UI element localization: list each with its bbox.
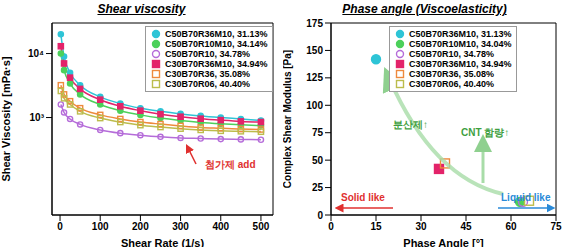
svg-text:10³: 10³ (30, 112, 45, 123)
html-text:Solid like: Solid like (341, 192, 385, 203)
html-text:C30B70R36, 35.08%: C30B70R36, 35.08% (409, 69, 495, 79)
svg-text:25: 25 (312, 182, 324, 193)
svg-text:Shear Rate (1/s): Shear Rate (1/s) (121, 237, 204, 247)
html-text:C50B70R10, 34.78%: C50B70R10, 34.78% (409, 49, 495, 59)
html-text:Liquid like: Liquid like (501, 192, 551, 203)
svg-text:Complex Shear Modulus [Pa]: Complex Shear Modulus [Pa] (283, 50, 293, 188)
svg-text:Phase Angle [°]: Phase Angle [°] (403, 237, 484, 247)
svg-text:45: 45 (460, 221, 472, 232)
svg-text:0: 0 (317, 210, 323, 221)
html-text:C50B70R10M10, 34.04%: C50B70R10M10, 34.04% (409, 39, 512, 49)
html-text:C50B70R36M10, 31.13%: C50B70R36M10, 31.13% (165, 29, 268, 39)
html-text:C30B70R36M10, 34.94%: C30B70R36M10, 34.94% (165, 59, 268, 69)
svg-text:200: 200 (132, 221, 149, 232)
svg-text:100: 100 (306, 100, 323, 111)
html-text:분산제↑: 분산제↑ (393, 119, 428, 130)
svg-text:100: 100 (92, 221, 109, 232)
svg-text:Shear Viscosity [mPa·s]: Shear Viscosity [mPa·s] (0, 56, 12, 181)
html-text:Shear viscosity: Shear viscosity (97, 2, 186, 16)
svg-text:10⁴: 10⁴ (28, 48, 44, 59)
html-text:C50B70R10M10, 34.14%: C50B70R10M10, 34.14% (165, 39, 268, 49)
svg-text:75: 75 (550, 221, 562, 232)
html-text:CNT 함량↑: CNT 함량↑ (461, 127, 510, 138)
svg-text:50: 50 (312, 155, 324, 166)
html-text:C50B70R36M10, 31.13%: C50B70R36M10, 31.13% (409, 29, 512, 39)
html-text:C50B70R10, 34.78%: C50B70R10, 34.78% (165, 49, 251, 59)
svg-text:300: 300 (172, 221, 189, 232)
svg-text:15: 15 (370, 221, 382, 232)
svg-text:0: 0 (57, 221, 63, 232)
svg-text:500: 500 (253, 221, 270, 232)
html-text:C30B70R36M10, 34.94%: C30B70R36M10, 34.94% (409, 59, 512, 69)
html-text:C30B70R06, 40.40%: C30B70R06, 40.40% (165, 79, 251, 89)
svg-text:125: 125 (306, 72, 323, 83)
svg-text:30: 30 (415, 221, 427, 232)
html-text:Phase angle (Viscoelasticity): Phase angle (Viscoelasticity) (342, 2, 507, 16)
svg-text:150: 150 (306, 45, 323, 56)
svg-text:75: 75 (312, 127, 324, 138)
svg-text:400: 400 (212, 221, 229, 232)
svg-text:175: 175 (306, 18, 323, 29)
svg-text:0: 0 (328, 221, 334, 232)
svg-text:60: 60 (505, 221, 517, 232)
html-text:첨가제 add: 첨가제 add (205, 159, 256, 170)
html-text:C30B70R06, 40.40%: C30B70R06, 40.40% (409, 79, 495, 89)
html-text:C30B70R36, 35.08%: C30B70R36, 35.08% (165, 69, 251, 79)
